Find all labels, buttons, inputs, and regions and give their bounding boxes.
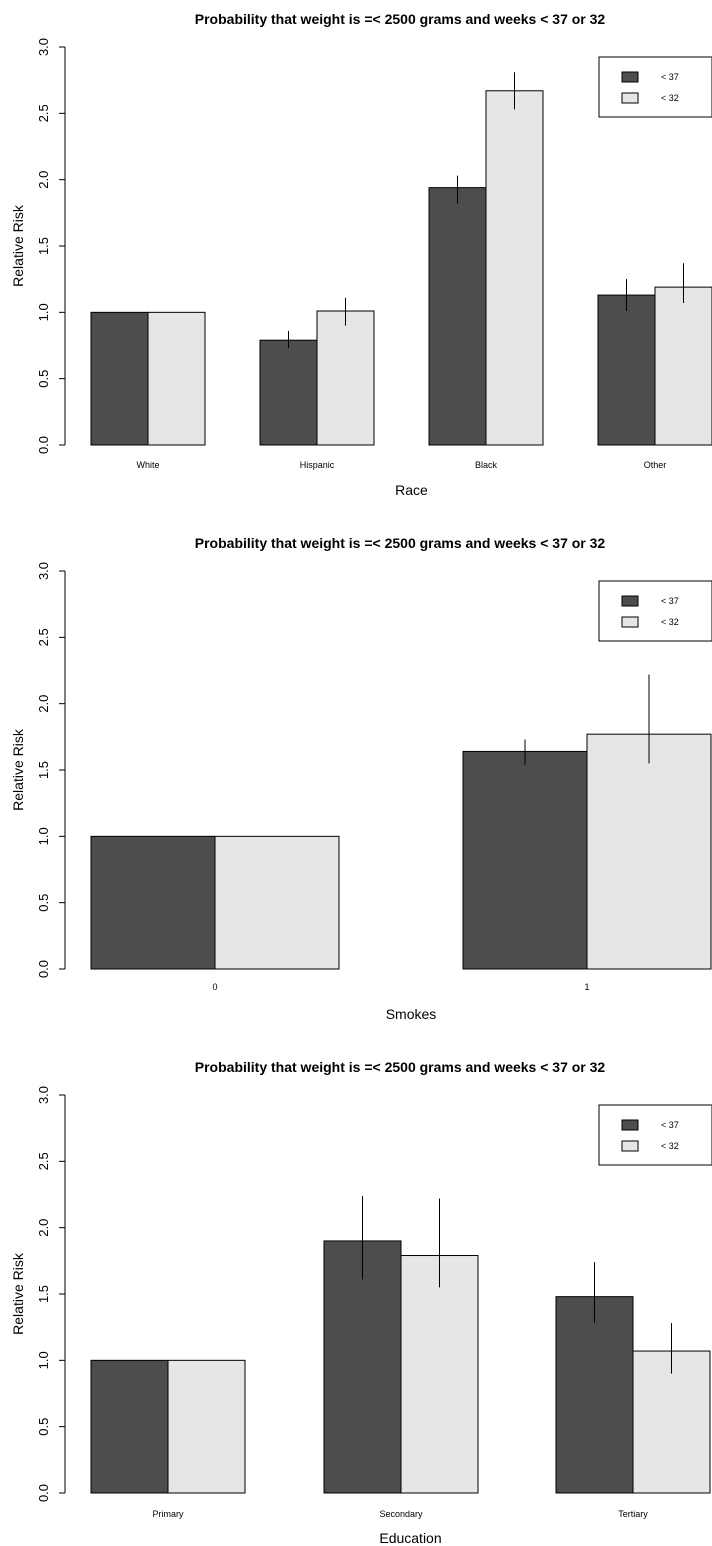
y-tick-label: 1.5 <box>36 237 51 255</box>
chart-panel-1: Probability that weight is =< 2500 grams… <box>10 11 712 498</box>
y-axis-label: Relative Risk <box>10 728 26 811</box>
x-category-label: Secondary <box>379 1509 423 1519</box>
chart-title: Probability that weight is =< 2500 grams… <box>195 11 606 27</box>
legend-swatch-1 <box>621 71 639 83</box>
chart-panel-3: Probability that weight is =< 2500 grams… <box>10 1059 712 1546</box>
x-category-label: Hispanic <box>300 460 335 470</box>
x-category-label: Black <box>475 460 498 470</box>
y-tick-label: 0.0 <box>36 1484 51 1502</box>
bar-white-series-2 <box>147 311 206 446</box>
legend-swatch-1 <box>621 595 639 607</box>
y-tick-label: 1.5 <box>36 1285 51 1303</box>
y-tick-label: 1.0 <box>36 827 51 845</box>
y-tick-label: 3.0 <box>36 562 51 580</box>
y-tick-label: 3.0 <box>36 1086 51 1104</box>
legend-label-2: < 32 <box>661 1141 679 1151</box>
y-axis-label: Relative Risk <box>10 1252 26 1335</box>
bar-0-series-1 <box>90 835 216 970</box>
legend-swatch-2 <box>621 616 639 628</box>
legend-box <box>598 580 712 642</box>
legend: < 37 < 32 <box>598 580 712 642</box>
legend-box <box>598 1104 712 1166</box>
bar-1-series-2 <box>586 733 712 970</box>
bar-primary-series-2 <box>167 1359 246 1494</box>
legend-label-1: < 37 <box>661 1120 679 1130</box>
legend-label-2: < 32 <box>661 617 679 627</box>
legend-label-2: < 32 <box>661 93 679 103</box>
bar-white-series-1 <box>90 311 149 446</box>
x-category-label: Tertiary <box>618 1509 648 1519</box>
y-tick-label: 2.0 <box>36 1219 51 1237</box>
bar-secondary-series-2 <box>400 1255 479 1494</box>
legend-box <box>598 56 712 118</box>
bar-black-series-1 <box>428 187 487 446</box>
legend: < 37 < 32 <box>598 1104 712 1166</box>
y-tick-label: 3.0 <box>36 38 51 56</box>
bar-hispanic-series-1 <box>259 339 318 446</box>
y-tick-label: 2.0 <box>36 171 51 189</box>
y-tick-label: 2.5 <box>36 104 51 122</box>
y-tick-label: 1.5 <box>36 761 51 779</box>
x-category-label: 0 <box>212 982 217 992</box>
x-axis-label: Race <box>395 482 428 498</box>
y-tick-label: 2.5 <box>36 1152 51 1170</box>
y-tick-label: 0.0 <box>36 436 51 454</box>
chart-title: Probability that weight is =< 2500 grams… <box>195 535 606 551</box>
bar-secondary-series-1 <box>323 1240 402 1494</box>
y-axis-label: Relative Risk <box>10 204 26 287</box>
x-axis-label: Smokes <box>386 1006 437 1022</box>
y-tick-label: 0.5 <box>36 894 51 912</box>
y-tick-label: 1.0 <box>36 303 51 321</box>
bar-hispanic-series-2 <box>316 310 375 446</box>
bar-0-series-2 <box>214 835 340 970</box>
y-tick-label: 0.0 <box>36 960 51 978</box>
legend: < 37 < 32 <box>598 56 712 118</box>
legend-label-1: < 37 <box>661 72 679 82</box>
bar-tertiary-series-1 <box>555 1296 634 1494</box>
legend-swatch-2 <box>621 92 639 104</box>
bar-black-series-2 <box>485 90 544 446</box>
bar-other-series-2 <box>654 286 712 446</box>
y-tick-label: 2.0 <box>36 695 51 713</box>
y-tick-label: 0.5 <box>36 1418 51 1436</box>
legend-swatch-1 <box>621 1119 639 1131</box>
bar-1-series-1 <box>462 750 588 970</box>
x-category-label: White <box>136 460 159 470</box>
y-tick-label: 2.5 <box>36 628 51 646</box>
chart-panel-2: Probability that weight is =< 2500 grams… <box>10 535 712 1022</box>
chart-title: Probability that weight is =< 2500 grams… <box>195 1059 606 1075</box>
bar-primary-series-1 <box>90 1359 169 1494</box>
legend-swatch-2 <box>621 1140 639 1152</box>
y-tick-label: 0.5 <box>36 370 51 388</box>
x-category-label: Primary <box>153 1509 184 1519</box>
x-category-label: 1 <box>584 982 589 992</box>
bar-tertiary-series-2 <box>632 1350 711 1494</box>
x-axis-label: Education <box>379 1530 441 1546</box>
y-tick-label: 1.0 <box>36 1351 51 1369</box>
bar-other-series-1 <box>597 294 656 446</box>
x-category-label: Other <box>644 460 667 470</box>
legend-label-1: < 37 <box>661 596 679 606</box>
